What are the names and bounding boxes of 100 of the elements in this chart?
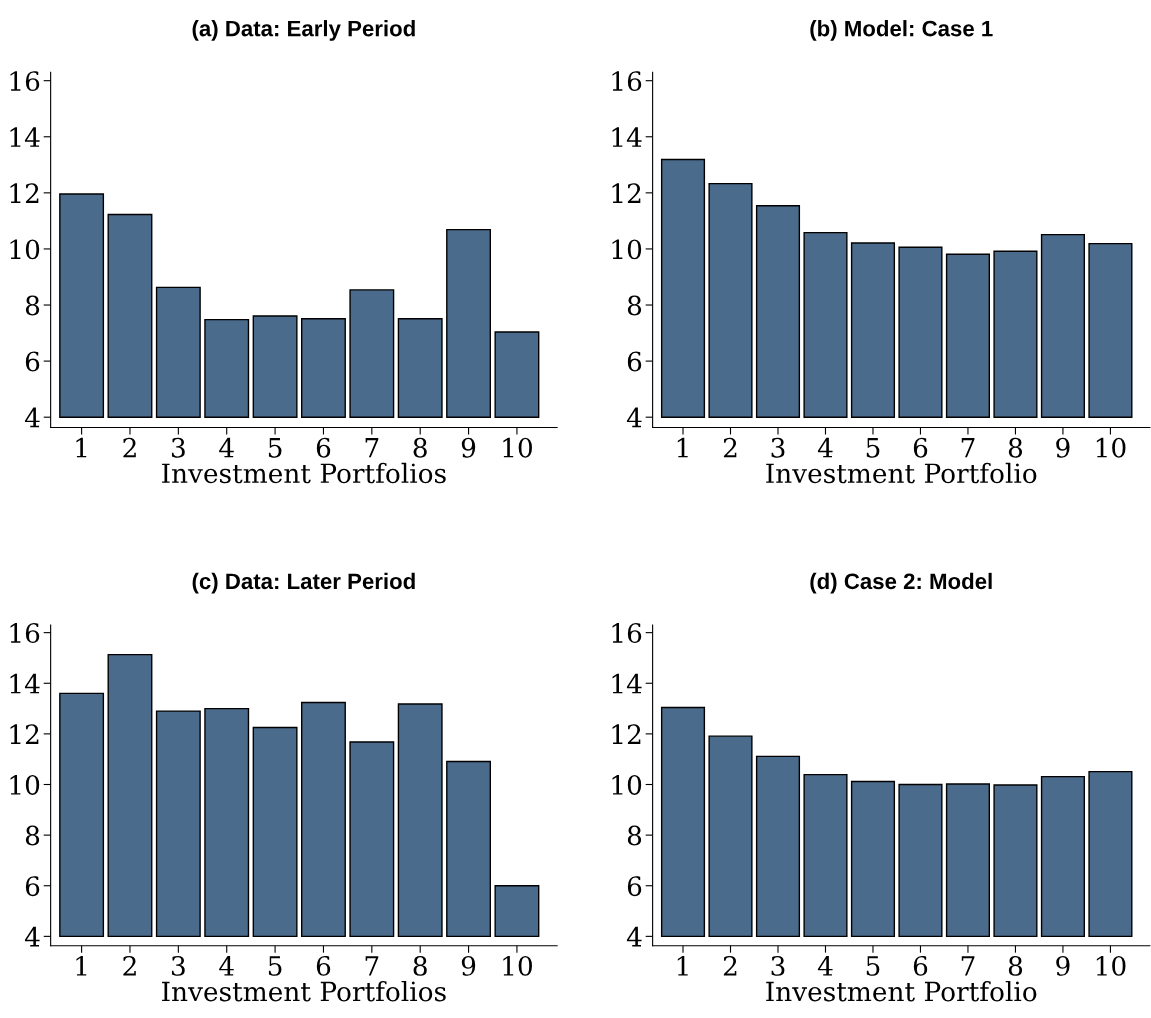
bar: [204, 707, 250, 938]
y-tick-label: 16: [10, 71, 40, 92]
y-tick-label: 10: [10, 239, 40, 260]
y-tick-label: 4: [24, 926, 40, 947]
bar: [155, 286, 201, 418]
bar: [397, 318, 443, 418]
bar: [155, 710, 201, 938]
bar: [494, 331, 540, 418]
y-tick-label: 14: [612, 673, 642, 694]
bar: [1040, 233, 1086, 418]
bar: [660, 158, 706, 418]
x-tick-label: 3: [171, 955, 185, 976]
y-tick-label: 12: [10, 724, 39, 744]
x-tick-label: 4: [817, 955, 833, 976]
bar: [755, 205, 801, 418]
x-tick-label: 7: [365, 438, 379, 458]
x-tick-label: 2: [723, 437, 737, 458]
x-tick-label: 9: [1056, 955, 1070, 976]
bar: [945, 783, 991, 938]
x-tick-label: 6: [316, 955, 331, 976]
bar: [494, 885, 540, 938]
bar: [1088, 242, 1133, 418]
x-tick-label: 1: [76, 955, 87, 976]
bar: [349, 289, 395, 418]
x-axis-title: Investment Portfolios: [162, 980, 446, 1002]
x-tick-label: 7: [365, 956, 379, 976]
bar: [945, 253, 991, 418]
x-tick-label: 5: [268, 438, 282, 458]
y-tick-label: 10: [10, 774, 40, 795]
x-axis-title: Investment Portfolio: [766, 980, 1037, 1002]
bar: [755, 755, 801, 938]
y-tick-label: 8: [25, 295, 40, 316]
x-tick-label: 8: [413, 955, 427, 976]
y-tick-label: 10: [612, 774, 642, 795]
y-tick-label: 10: [612, 239, 642, 260]
chart-title: (a) Data: Early Period: [192, 20, 415, 41]
bar: [660, 706, 706, 938]
x-tick-label: 5: [866, 956, 880, 976]
y-tick-label: 12: [612, 183, 641, 203]
chart-title: (c) Data: Later Period: [192, 572, 415, 594]
y-tick-label: 14: [10, 673, 40, 694]
x-tick-label: 2: [123, 437, 136, 458]
y-tick-label: 6: [25, 876, 40, 897]
bar: [993, 250, 1038, 418]
bar: [446, 760, 492, 938]
bar: [1088, 770, 1133, 938]
x-tick-label: 6: [913, 955, 928, 976]
y-tick-label: 6: [627, 351, 642, 372]
x-tick-label: 3: [771, 437, 785, 458]
x-tick-label: 10: [1096, 955, 1126, 976]
bar: [107, 213, 153, 418]
x-tick-label: 3: [771, 955, 785, 976]
x-tick-label: 1: [677, 437, 688, 458]
y-tick-label: 16: [612, 71, 642, 92]
x-tick-label: 10: [503, 955, 532, 976]
y-tick-label: 4: [626, 407, 642, 428]
bar: [397, 703, 443, 938]
x-tick-label: 6: [913, 437, 928, 458]
bar: [204, 318, 250, 418]
x-tick-label: 8: [1008, 437, 1023, 458]
y-tick-label: 4: [24, 407, 40, 428]
x-tick-label: 9: [1056, 437, 1070, 458]
bar: [803, 231, 848, 418]
y-tick-label: 6: [25, 351, 40, 372]
bar: [252, 726, 298, 938]
x-tick-label: 10: [503, 437, 532, 458]
y-tick-label: 4: [626, 926, 642, 947]
x-tick-label: 3: [171, 437, 185, 458]
x-tick-label: 10: [1096, 437, 1126, 458]
x-tick-label: 1: [76, 437, 87, 458]
y-tick-label: 12: [10, 183, 39, 203]
x-tick-label: 2: [723, 955, 737, 976]
bar: [803, 773, 848, 938]
y-tick-label: 12: [612, 724, 641, 744]
bar: [300, 701, 346, 938]
y-tick-label: 16: [612, 623, 642, 644]
bar: [300, 318, 346, 418]
bar: [252, 315, 298, 418]
x-tick-label: 9: [461, 955, 476, 976]
bar: [708, 182, 753, 418]
chart-title: (b) Model: Case 1: [810, 20, 993, 41]
x-tick-label: 1: [677, 955, 688, 976]
bar: [850, 780, 896, 938]
x-tick-label: 2: [123, 955, 136, 976]
y-tick-label: 8: [627, 295, 642, 316]
bar: [59, 692, 105, 938]
x-tick-label: 7: [961, 956, 975, 976]
bar: [349, 741, 395, 938]
y-tick-label: 6: [627, 876, 642, 897]
y-tick-label: 8: [25, 825, 40, 846]
bar: [993, 784, 1038, 938]
bar: [446, 228, 492, 418]
y-tick-label: 8: [627, 825, 642, 846]
x-tick-label: 4: [219, 437, 234, 458]
x-tick-label: 6: [316, 437, 331, 458]
x-tick-label: 5: [866, 438, 880, 458]
y-tick-label: 16: [10, 623, 40, 644]
bar: [1040, 775, 1086, 938]
x-tick-label: 8: [413, 437, 427, 458]
bar: [898, 246, 943, 418]
